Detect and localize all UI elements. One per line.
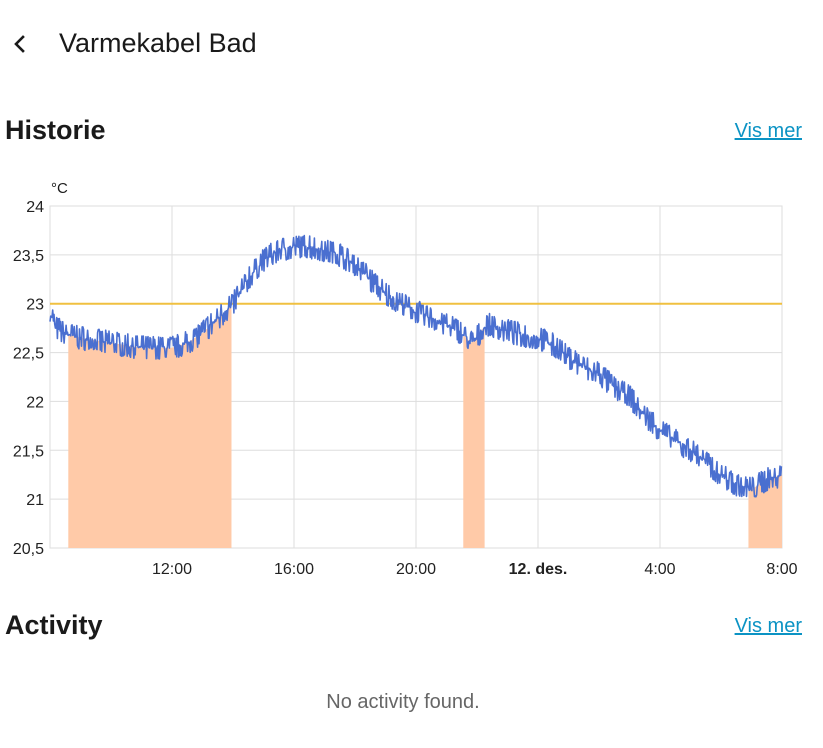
y-tick-label: 21	[26, 492, 44, 509]
y-tick-label: 23	[26, 297, 44, 314]
history-chart[interactable]: °C 24 23,5 23 22,5 22 21,5 21 20,5 12:00 16:00 20…	[0, 172, 823, 590]
x-axis-ticks: 12:00 16:00 20:00 12. des. 4:00 8:00	[152, 561, 798, 578]
chart-unit-label: °C	[51, 180, 68, 197]
history-title: Historie	[5, 115, 106, 145]
y-tick-label: 23,5	[13, 248, 44, 265]
y-tick-label: 22,5	[13, 346, 44, 363]
y-tick-label: 20,5	[13, 541, 44, 558]
history-more-link[interactable]: Vis mer	[734, 120, 802, 142]
x-tick-label: 12:00	[152, 561, 192, 578]
y-tick-label: 21,5	[13, 443, 44, 460]
x-tick-label: 12. des.	[509, 561, 568, 578]
y-axis-ticks: 24 23,5 23 22,5 22 21,5 21 20,5	[13, 199, 44, 558]
y-tick-label: 24	[26, 199, 44, 216]
temperature-line	[49, 234, 783, 498]
back-button[interactable]	[4, 26, 36, 62]
page-header: Varmekabel Bad	[0, 0, 823, 88]
x-tick-label: 20:00	[396, 561, 436, 578]
activity-empty-text: No activity found.	[326, 691, 480, 713]
heating-period	[463, 327, 485, 548]
chart-series	[49, 234, 783, 498]
page-title: Varmekabel Bad	[59, 28, 257, 58]
chevron-left-icon	[14, 35, 25, 53]
activity-title: Activity	[5, 610, 103, 640]
heating-periods	[68, 305, 782, 548]
heating-period	[68, 305, 232, 548]
x-tick-label: 8:00	[766, 561, 797, 578]
activity-more-link[interactable]: Vis mer	[734, 615, 802, 637]
y-tick-label: 22	[26, 394, 44, 411]
x-tick-label: 4:00	[644, 561, 675, 578]
x-tick-label: 16:00	[274, 561, 314, 578]
